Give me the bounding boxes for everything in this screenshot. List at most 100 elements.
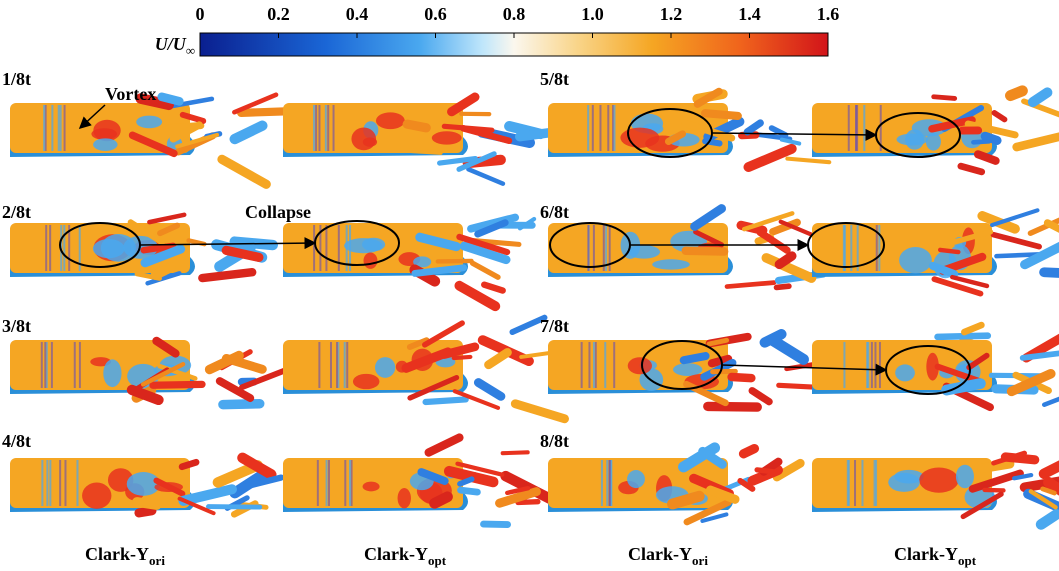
wake-vortex (1023, 488, 1059, 513)
wake-vortex (429, 491, 453, 509)
arrow (139, 237, 317, 250)
surface-patch (92, 239, 125, 259)
colorbar-tick-label: 1.2 (660, 4, 683, 24)
colorbar-tick-label: 1.6 (817, 4, 840, 24)
wake-vortex (134, 506, 157, 518)
wake-vortex (957, 162, 986, 176)
blade-streak (591, 105, 594, 151)
wake-vortex (457, 476, 475, 487)
wake-vortex (473, 378, 506, 401)
blade-streak (580, 342, 583, 388)
blade-streak (348, 460, 351, 506)
surface-patch (627, 357, 653, 375)
surface-patch (363, 252, 378, 269)
wake-vortex (239, 365, 293, 391)
wake-vortex (466, 166, 506, 186)
wake-vortex (774, 251, 797, 270)
wake-vortex (447, 92, 480, 117)
wake-vortex (221, 245, 264, 262)
surface-patch (925, 132, 941, 151)
surface-patch (899, 247, 932, 274)
wake-vortex (145, 271, 182, 286)
label-main: U/U (155, 34, 187, 54)
wake-vortex (167, 96, 215, 109)
wake-vortex (756, 228, 791, 254)
blade-streak (856, 225, 859, 271)
arrow (721, 363, 888, 376)
wake-vortex (500, 450, 530, 456)
wake-vortex (784, 361, 817, 372)
wake-vortex (237, 107, 293, 118)
wake-vortex (950, 274, 990, 289)
wake-vortex (703, 401, 762, 412)
blade-streak (847, 460, 850, 506)
wake-vortex (693, 229, 725, 248)
wake-vortex (959, 336, 980, 348)
column-label-main: Clark-Y (364, 544, 428, 564)
wake-vortex (700, 512, 729, 523)
surface-patch (896, 133, 928, 146)
blade-streak (350, 460, 353, 506)
wake-vortex (966, 352, 990, 371)
wake-vortex (769, 218, 801, 236)
surface-patch (126, 472, 161, 496)
wake-vortex (407, 374, 460, 401)
wake-vortex (738, 131, 760, 140)
surface-patch (627, 470, 645, 489)
wake-vortex (1019, 350, 1059, 361)
wake-vortex (724, 280, 777, 289)
wake-vortex (459, 241, 511, 265)
wake-vortex (737, 477, 756, 492)
wake-vortex (198, 268, 257, 283)
wake-vortex (690, 204, 727, 231)
wake-vortex (505, 485, 531, 496)
wake-vortex (991, 450, 1027, 466)
wake-vortex (439, 342, 480, 359)
blade-streak (608, 225, 611, 271)
panel-label: 7/8t (540, 316, 569, 336)
wake-vortex (990, 208, 1040, 228)
wake-vortex (509, 314, 548, 336)
column-label-sub: opt (958, 553, 977, 568)
surface-patch (413, 256, 432, 268)
blade-streak (51, 105, 54, 151)
wake-vortex (215, 377, 255, 403)
blade-streak (875, 225, 878, 271)
wake-vortex (960, 321, 985, 336)
wake-vortex (931, 276, 984, 297)
surface-patch (955, 464, 974, 489)
wake-vortex (982, 487, 1006, 493)
wake-vortex (451, 354, 473, 361)
blade-streak (879, 105, 882, 151)
wake-vortex (707, 354, 733, 368)
wake-vortex (467, 213, 520, 233)
blade-streak (592, 225, 595, 271)
blade-streak (316, 460, 319, 506)
wake-vortex (515, 498, 541, 506)
wake-vortex (743, 119, 764, 136)
blade-streak (324, 105, 327, 151)
wake-vortex (441, 123, 495, 133)
blade-streak (50, 342, 53, 388)
wake-vortex (934, 332, 992, 341)
wake-vortex (681, 119, 736, 142)
wake-vortex (186, 238, 207, 247)
blade-streak (318, 105, 321, 151)
wake-vortex (481, 281, 506, 294)
wake-vortex (681, 246, 729, 256)
collapse-label: Collapse (245, 202, 311, 222)
blade-streak (73, 342, 76, 388)
wake-vortex (422, 396, 469, 406)
wake-vortex (772, 458, 805, 482)
blade-streak (605, 225, 608, 271)
wake-vortex (971, 138, 992, 145)
wake-vortex (779, 137, 802, 146)
wake-vortex (484, 348, 512, 370)
blade-streak (49, 460, 52, 506)
column-label-main: Clark-Y (85, 544, 149, 564)
blade-streak (57, 105, 60, 151)
surface-patch (352, 373, 380, 390)
wake-vortex (761, 253, 817, 283)
blade-streak (315, 105, 318, 151)
